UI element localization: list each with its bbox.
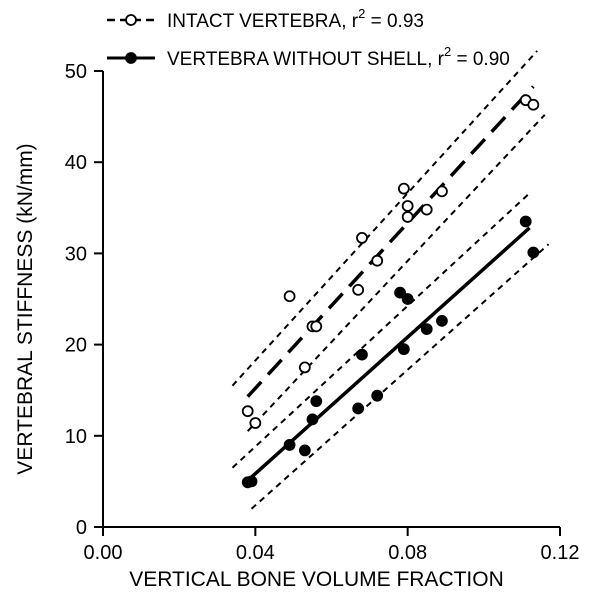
without-shell-data-point [397,343,410,356]
x-tick-label: 0.08 [388,542,427,564]
legend-r-label: r [438,49,445,70]
legend-series-name: VERTEBRA WITHOUT SHELL, [167,49,438,70]
legend-label-without-shell: VERTEBRA WITHOUT SHELL, r2 = 0.90 [167,44,510,70]
without-shell-fit-line [246,226,531,482]
intact-data-point [401,200,414,212]
without-shell-data-point [394,286,406,299]
legend-r-superscript: 2 [444,44,451,59]
intact-data-point [401,211,414,223]
intact-data-point [241,405,254,418]
without-shell-data-point [356,348,368,361]
y-tick-label: 20 [65,335,87,357]
regression-fit-lines [246,85,535,482]
data-points [241,94,540,489]
without-shell-data-point [298,444,311,457]
x-axis-ticks: 0.00 0.04 0.08 0.12 [84,527,580,564]
legend-r2-value: = 0.90 [451,49,510,70]
y-tick-label: 10 [65,426,87,448]
without-shell-data-point [527,246,540,259]
legend-r2-value: = 0.93 [365,11,424,32]
intact-fit-line [246,85,535,398]
intact-data-point [356,231,368,244]
without-shell-ci-lower-line [250,243,550,510]
intact-ci-upper-line [231,50,538,387]
y-axis-title: VERTEBRAL STIFFNESS (kN/mm) [14,143,37,474]
intact-data-point [352,283,365,296]
intact-data-point [420,203,433,216]
confidence-interval-lines [231,50,550,510]
intact-data-point [298,361,311,374]
without-shell-data-point [352,402,365,415]
intact-ci-lower-line [246,114,546,432]
x-tick-label: 0.00 [84,542,123,564]
y-tick-label: 0 [76,517,87,539]
legend-item-without-shell: VERTEBRA WITHOUT SHELL, r2 = 0.90 [107,44,510,70]
x-tick-label: 0.12 [541,542,580,564]
legend-marker-intact [125,14,137,26]
intact-data-point [436,185,448,198]
without-shell-data-point [519,215,532,228]
legend-series-name: INTACT VERTEBRA, [167,11,352,32]
axes: 0.00 0.04 0.08 0.12 0 10 20 30 40 50 [65,61,580,564]
x-axis-title: VERTICAL BONE VOLUME FRACTION [129,568,504,591]
without-shell-data-point [306,413,319,426]
legend-r-superscript: 2 [358,6,365,21]
without-shell-data-point [310,395,323,408]
intact-data-point [371,254,384,267]
without-shell-data-point [420,323,433,335]
without-shell-data-point [245,475,258,488]
intact-data-point [527,98,540,111]
intact-data-point [283,290,296,303]
y-tick-label: 30 [65,243,87,265]
without-shell-data-point [436,314,448,327]
legend-label-intact: INTACT VERTEBRA, r2 = 0.93 [167,6,424,32]
without-shell-data-point [401,293,414,305]
without-shell-ci-upper-line [231,192,531,469]
legend-r-label: r [352,11,359,32]
without-shell-data-point [283,439,296,451]
x-tick-label: 0.04 [236,542,275,564]
y-tick-label: 50 [65,61,87,83]
intact-data-point [310,320,323,333]
intact-data-point [397,182,410,195]
plot-area [231,50,550,510]
legend-item-intact: INTACT VERTEBRA, r2 = 0.93 [107,6,424,32]
without-shell-data-point [371,389,384,402]
legend-marker-without-shell [125,52,137,64]
y-tick-label: 40 [65,152,87,174]
intact-data-point [249,417,262,429]
y-axis-ticks: 0 10 20 30 40 50 [65,61,103,539]
